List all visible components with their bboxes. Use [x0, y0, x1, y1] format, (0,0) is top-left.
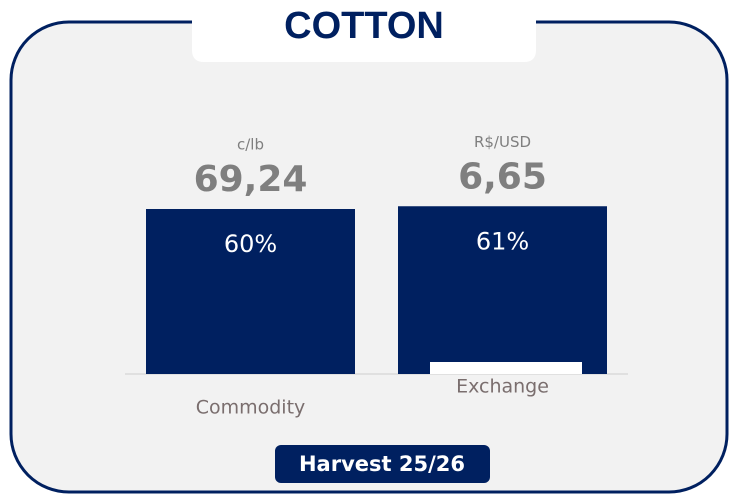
price: 69,24: [194, 159, 308, 200]
category-label: Commodity: [196, 397, 306, 419]
label-box: [430, 362, 582, 374]
footer-pill: [275, 445, 490, 483]
unit: c/lb: [237, 136, 264, 154]
price: 6,65: [458, 156, 547, 197]
category-label: Exchange: [456, 376, 549, 398]
value-label: 61%: [476, 227, 529, 255]
chart-title: COTTON: [284, 5, 444, 47]
unit: R$/USD: [474, 133, 531, 151]
value-label: 60%: [224, 230, 277, 258]
footer: Harvest 25/26: [299, 452, 465, 476]
frame: [9, 20, 729, 494]
title-tab: [192, 0, 536, 62]
bar: [146, 209, 355, 374]
bars: 60% 69,24 c/lb Commodity 61% 6,65 R$/USD Exchan…: [146, 133, 607, 419]
bar: [398, 206, 607, 374]
